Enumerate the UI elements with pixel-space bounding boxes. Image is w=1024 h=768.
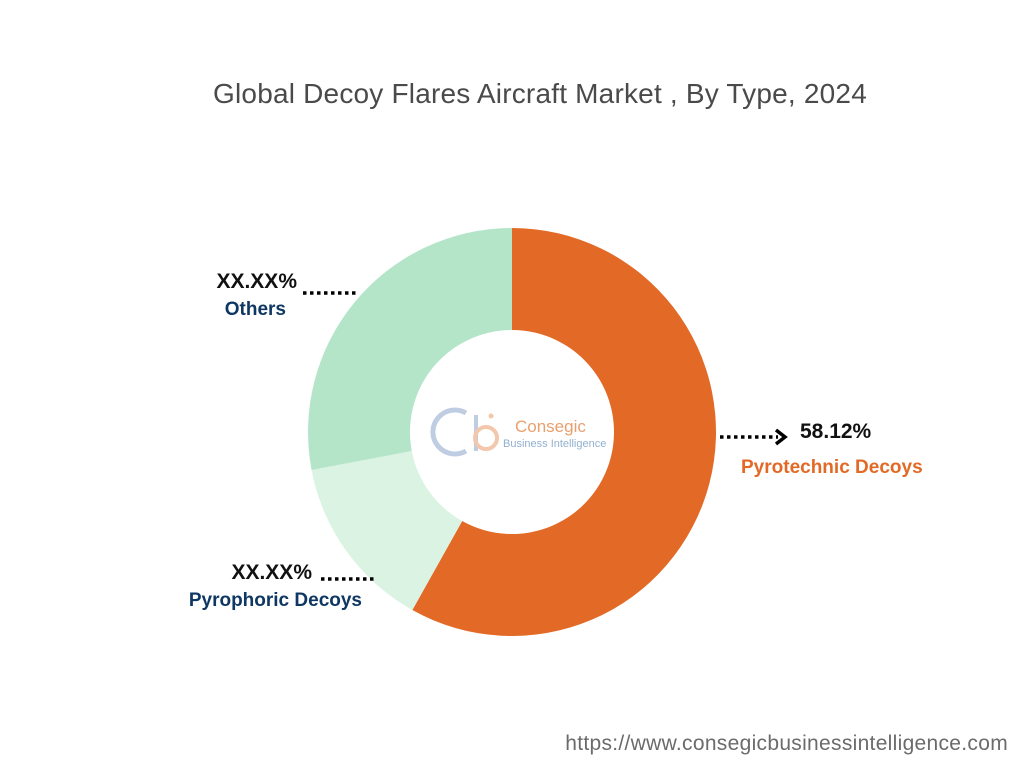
category-label-others: Others xyxy=(225,299,286,320)
slice-pyrotechnic-decoys xyxy=(412,228,716,636)
value-label-others: XX.XX% xyxy=(216,270,297,293)
logo-name: Consegic xyxy=(515,417,586,436)
consegic-logo: Consegic Business Intelligence xyxy=(430,407,606,457)
value-label-pyrophoric-decoys: XX.XX% xyxy=(231,561,312,584)
value-label-pyrotechnic-decoys: 58.12% xyxy=(800,420,872,443)
labels-group: 58.12% Pyrotechnic Decoys XX.XX% Pyrophoric… xyxy=(189,270,923,611)
logo-icon xyxy=(430,407,499,457)
category-label-pyrophoric-decoys: Pyrophoric Decoys xyxy=(189,590,362,611)
slices-group xyxy=(308,228,716,636)
logo-tagline: Business Intelligence xyxy=(503,438,606,450)
chart-title: Global Decoy Flares Aircraft Market , By… xyxy=(213,78,867,109)
footer-url[interactable]: https://www.consegicbusinessintelligence… xyxy=(565,732,1008,755)
leader-arrow-pyrotechnic-decoys xyxy=(774,428,788,446)
slice-pyrophoric-decoys xyxy=(311,450,463,611)
category-label-pyrotechnic-decoys: Pyrotechnic Decoys xyxy=(741,457,923,478)
slice-others xyxy=(308,228,512,470)
